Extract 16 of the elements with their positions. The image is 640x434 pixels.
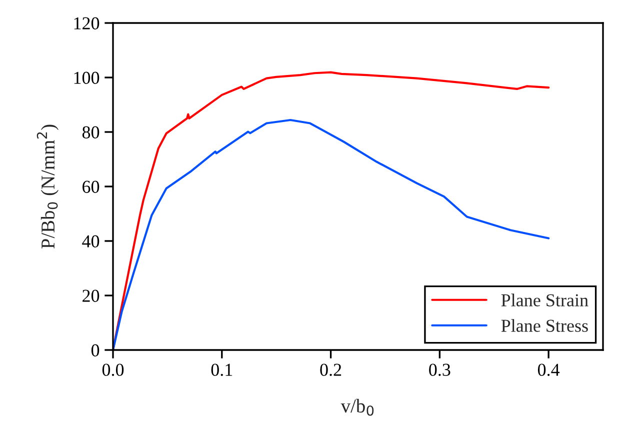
- legend-label: Plane Strain: [501, 294, 588, 306]
- x-axis-title: v/b$_{0}$: [340, 398, 374, 416]
- y-tick-label: 40: [82, 235, 100, 248]
- y-tick-label: 120: [74, 17, 100, 30]
- legend-label: Plane Stress: [501, 319, 588, 332]
- y-tick-label: 100: [74, 72, 100, 84]
- y-tick-label: 60: [82, 180, 100, 193]
- y-tick-label: 20: [82, 290, 100, 302]
- y-tick-label: 0: [91, 344, 100, 356]
- x-tick-label: 0.1: [211, 364, 232, 376]
- y-tick-label: 80: [82, 126, 100, 138]
- x-tick-label: 0.4: [538, 364, 560, 376]
- x-tick-label: 0.2: [320, 364, 342, 376]
- x-tick-label: 0.3: [429, 364, 450, 376]
- x-tick-label: 0.0: [102, 364, 124, 376]
- y-axis-title: P/Bb$_{0}$ (N/mm$^{2}$): [36, 124, 59, 249]
